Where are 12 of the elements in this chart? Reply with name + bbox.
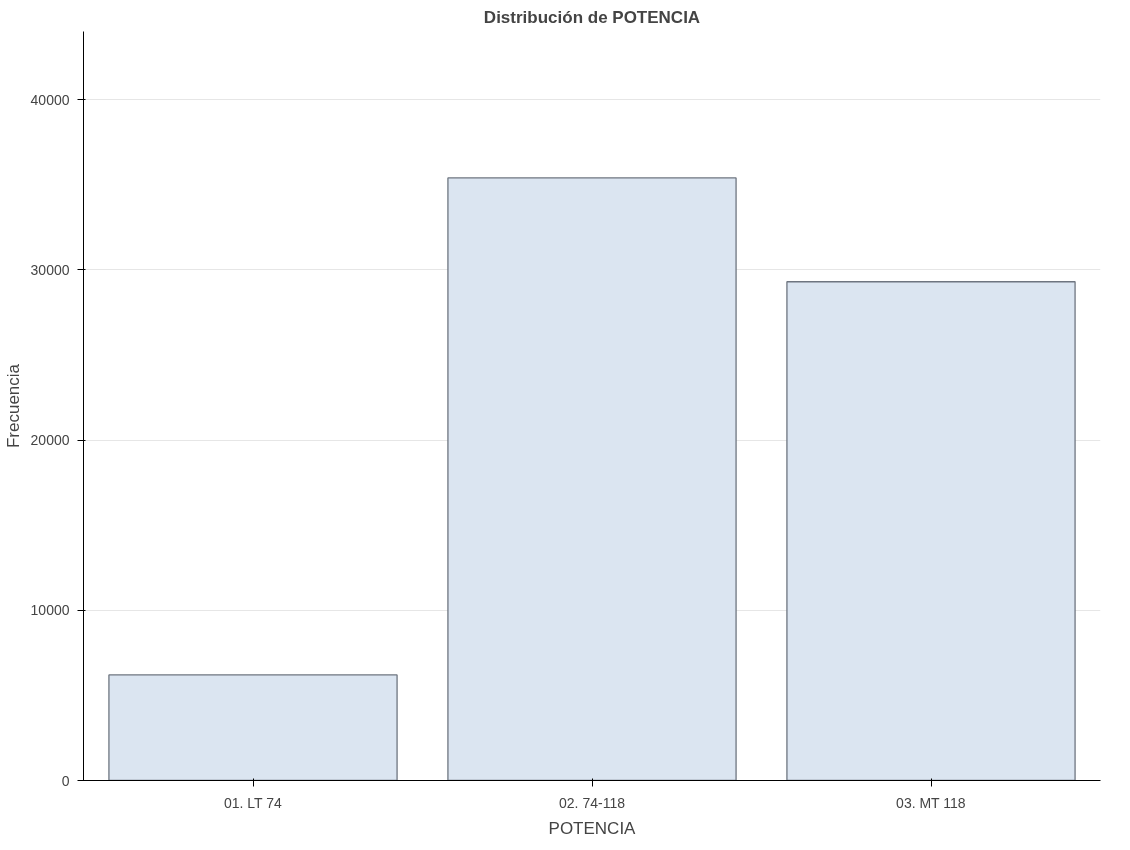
bar <box>108 674 398 781</box>
y-tick-label: 30000 <box>30 261 70 278</box>
x-tick-label: 01. LT 74 <box>223 794 283 811</box>
y-tick-label: 20000 <box>30 432 70 449</box>
x-axis-title: POTENCIA <box>548 818 637 838</box>
chart-title: Distribución de POTENCIA <box>483 7 701 27</box>
y-tick-label: 0 <box>61 772 70 789</box>
x-tick-label: 03. MT 118 <box>896 794 966 811</box>
y-axis-title: Frecuencia <box>3 363 23 449</box>
y-tick-label: 40000 <box>30 91 70 108</box>
x-tick-label: 02. 74-118 <box>559 794 626 811</box>
y-tick-label: 10000 <box>30 602 70 619</box>
